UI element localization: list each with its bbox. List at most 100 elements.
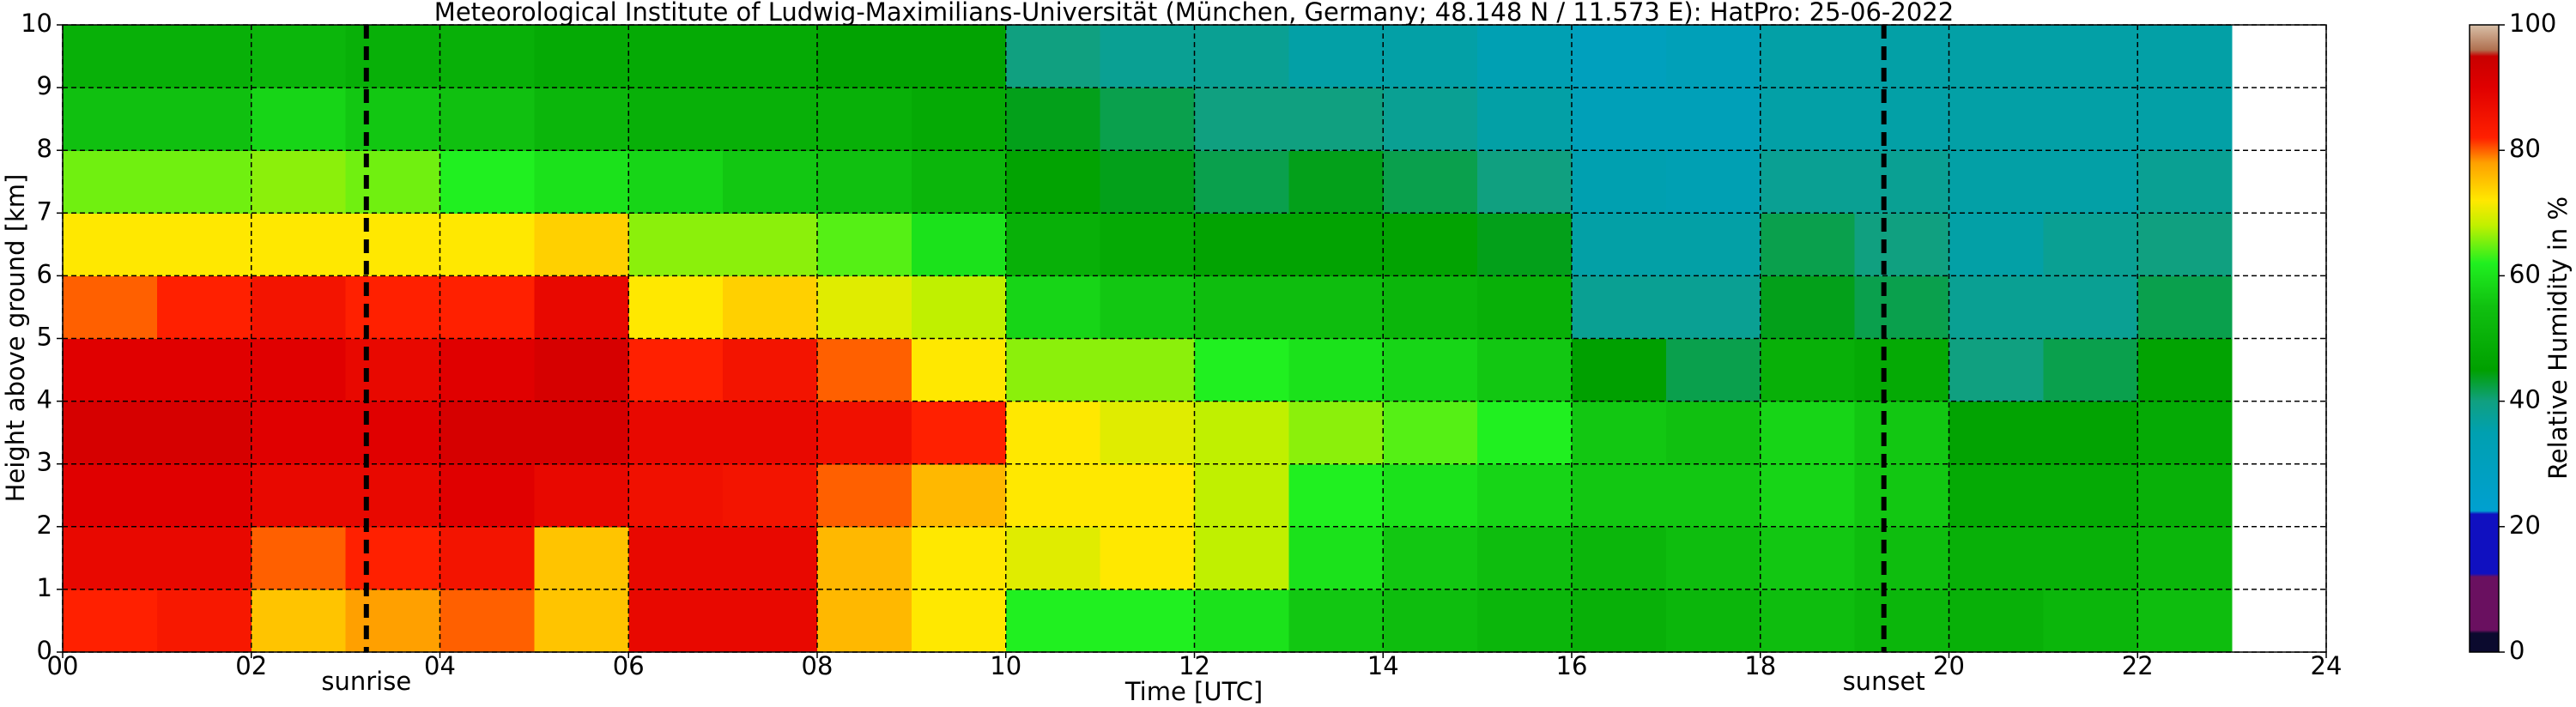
heatmap-cell — [439, 213, 535, 276]
heatmap-cell — [1572, 401, 1667, 465]
heatmap-cell — [1288, 213, 1384, 276]
heatmap-cell — [439, 150, 535, 214]
heatmap-cell — [156, 275, 252, 340]
heatmap-cell — [1100, 213, 1196, 276]
heatmap-cell — [1949, 275, 2044, 340]
heatmap-cell — [1854, 213, 1950, 276]
heatmap-cell — [1760, 275, 1856, 340]
event-label: sunset — [1843, 667, 1925, 696]
heatmap-cell — [1005, 25, 1101, 88]
heatmap-cell — [911, 275, 1007, 340]
heatmap-cell — [1477, 213, 1573, 276]
heatmap-cell — [1100, 589, 1196, 653]
heatmap-cell — [1288, 150, 1384, 214]
heatmap-cell — [1854, 25, 1950, 88]
heatmap-cell — [1477, 150, 1573, 214]
heatmap-cell — [2043, 88, 2138, 151]
heatmap-cell — [1288, 526, 1384, 590]
heatmap-cell — [723, 589, 818, 653]
heatmap-cell — [817, 150, 912, 214]
heatmap-cell — [156, 150, 252, 214]
heatmap-cell — [1572, 589, 1667, 653]
heatmap-cell — [1854, 401, 1950, 465]
heatmap-cell — [1194, 275, 1289, 340]
x-tick-label: 14 — [1367, 651, 1399, 680]
heatmap-cell — [1005, 589, 1101, 653]
heatmap-cell — [1854, 338, 1950, 402]
heatmap-cell — [1383, 25, 1478, 88]
heatmap-cell — [2043, 589, 2138, 653]
heatmap-cell — [1288, 401, 1384, 465]
heatmap-cell — [534, 338, 629, 402]
heatmap-cell — [251, 401, 347, 465]
heatmap-cell — [251, 463, 347, 528]
heatmap-cell — [63, 275, 158, 340]
heatmap-cell — [156, 463, 252, 528]
x-tick-label: 16 — [1556, 651, 1588, 680]
heatmap-cell — [817, 526, 912, 590]
heatmap-cell — [1949, 526, 2044, 590]
heatmap-cell — [911, 150, 1007, 214]
heatmap-cell — [911, 25, 1007, 88]
x-tick-label: 22 — [2122, 651, 2154, 680]
heatmap-cell — [345, 401, 441, 465]
y-tick-label: 2 — [37, 511, 52, 540]
y-tick-label: 8 — [37, 134, 52, 163]
heatmap-cell — [534, 213, 629, 276]
heatmap-cell — [1100, 25, 1196, 88]
y-tick-label: 0 — [37, 636, 52, 665]
colorbar — [2469, 24, 2500, 653]
heatmap-cell — [1005, 213, 1101, 276]
heatmap-cell — [1383, 401, 1478, 465]
heatmap-cell — [911, 589, 1007, 653]
heatmap-cell — [1665, 88, 1761, 151]
colorbar-tick-label: 100 — [2509, 9, 2556, 38]
heatmap-cell — [156, 526, 252, 590]
heatmap-cell — [1665, 150, 1761, 214]
colorbar-tick-label: 60 — [2509, 259, 2541, 288]
heatmap-cell — [1665, 463, 1761, 528]
heatmap-cell — [63, 88, 158, 151]
heatmap-cell — [1760, 526, 1856, 590]
heatmap-cell — [2137, 213, 2233, 276]
x-tick-label: 20 — [1933, 651, 1965, 680]
heatmap-cell — [1572, 150, 1667, 214]
heatmap-cell — [1005, 463, 1101, 528]
heatmap-cell — [1383, 338, 1478, 402]
heatmap-cell — [1949, 589, 2044, 653]
heatmap-cell — [1854, 463, 1950, 528]
x-tick-label: 02 — [235, 651, 267, 680]
heatmap-cell — [1760, 463, 1856, 528]
y-tick-label: 1 — [37, 573, 52, 602]
heatmap-cell — [156, 88, 252, 151]
heatmap-cell — [1194, 25, 1289, 88]
heatmap-cell — [1477, 401, 1573, 465]
heatmap-cell — [1949, 25, 2044, 88]
heatmap-cell — [1383, 213, 1478, 276]
heatmap-cell — [439, 25, 535, 88]
heatmap-cell — [251, 338, 347, 402]
heatmap-cell — [1760, 88, 1856, 151]
colorbar-tick-label: 80 — [2509, 134, 2541, 163]
heatmap-cell — [1572, 213, 1667, 276]
heatmap-cell — [1288, 463, 1384, 528]
heatmap-cell — [1477, 589, 1573, 653]
heatmap-cell — [63, 213, 158, 276]
heatmap-cell — [911, 88, 1007, 151]
heatmap-cell — [439, 463, 535, 528]
colorbar-tick-label: 20 — [2509, 511, 2541, 540]
heatmap-cell — [2137, 526, 2233, 590]
heatmap-cell — [2137, 401, 2233, 465]
heatmap-cell — [1194, 213, 1289, 276]
heatmap-cell — [817, 213, 912, 276]
heatmap-cell — [2043, 463, 2138, 528]
heatmap-cell — [911, 338, 1007, 402]
y-axis-label: Height above ground [km] — [1, 174, 30, 503]
heatmap-cell — [1194, 463, 1289, 528]
heatmap-cell — [911, 526, 1007, 590]
heatmap-cell — [534, 589, 629, 653]
heatmap-cell — [1572, 275, 1667, 340]
y-tick-label: 10 — [21, 9, 52, 38]
heatmap-cell — [1949, 338, 2044, 402]
